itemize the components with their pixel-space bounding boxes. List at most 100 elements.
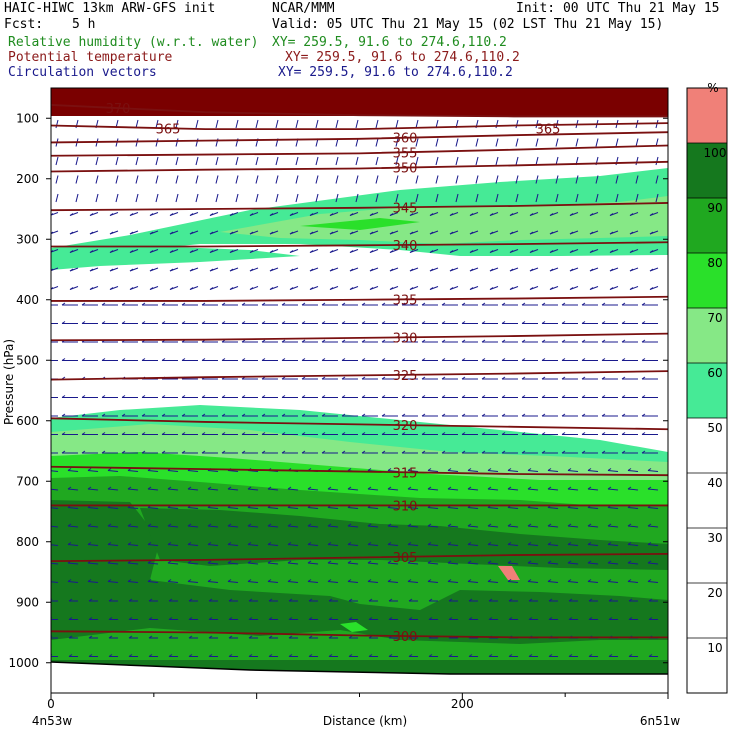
- wind-vector: [195, 193, 199, 203]
- wind-vector-head: [168, 598, 173, 602]
- wind-vector: [475, 156, 479, 166]
- wind-vector: [427, 488, 439, 491]
- field-theta-name: Potential temperature: [8, 50, 173, 65]
- wind-vector-head: [69, 268, 74, 272]
- wind-vector: [427, 507, 439, 509]
- wind-vector-head: [341, 450, 346, 454]
- wind-vector-head: [209, 213, 214, 216]
- wind-vector-head: [609, 213, 614, 216]
- wind-vector-head: [408, 598, 413, 602]
- rh-upper-left: [51, 246, 300, 270]
- wind-vector-head: [87, 579, 92, 582]
- terrain-outline: [51, 661, 668, 675]
- wind-vector-head: [81, 321, 86, 324]
- wind-vector: [387, 507, 399, 509]
- wind-vector: [67, 507, 79, 509]
- wind-vector: [355, 138, 359, 147]
- wind-vector: [235, 193, 239, 203]
- wind-vector: [607, 507, 619, 509]
- wind-vector-head: [149, 231, 154, 235]
- wind-vector: [487, 581, 499, 583]
- wind-vector-head: [267, 560, 272, 564]
- wind-vector-head: [307, 486, 312, 490]
- wind-vector-head: [42, 359, 45, 361]
- wind-vector-head: [549, 268, 554, 272]
- wind-vector-head: [127, 542, 132, 545]
- wind-vector-head: [421, 321, 426, 324]
- wind-vector-head: [209, 250, 214, 253]
- org-label: NCAR/MMM: [272, 1, 335, 16]
- wind-vector-head: [129, 250, 134, 253]
- wind-vector: [307, 525, 319, 528]
- wind-vector-head: [587, 486, 592, 490]
- wind-vector-head: [249, 287, 254, 290]
- wind-vector-head: [101, 432, 106, 435]
- wind-vector: [55, 119, 59, 129]
- wind-vector-head: [87, 523, 92, 527]
- wind-vector-head: [381, 450, 386, 454]
- wind-vector-head: [407, 542, 412, 545]
- wind-vector-head: [261, 321, 266, 324]
- wind-vector: [387, 488, 399, 491]
- field-vector-xy: XY= 259.5, 91.6 to 274.6,110.2: [278, 65, 513, 80]
- wind-vector: [207, 525, 219, 528]
- wind-vector-head: [247, 542, 252, 545]
- wind-vector-head: [507, 579, 512, 582]
- wind-vector-head: [529, 213, 534, 216]
- wind-vector-head: [587, 468, 592, 471]
- x-tick-label: 200: [451, 697, 474, 711]
- wind-vector: [567, 488, 579, 491]
- wind-vector-head: [581, 358, 586, 361]
- wind-vector: [395, 156, 399, 166]
- wind-vector: [295, 193, 299, 203]
- wind-vector-head: [648, 617, 653, 620]
- wind-vector-head: [69, 231, 74, 235]
- wind-vector: [147, 581, 159, 583]
- wind-vector-head: [349, 268, 354, 272]
- wind-vector-head: [309, 287, 314, 290]
- wind-vector-head: [567, 523, 572, 527]
- wind-vector-head: [627, 486, 632, 490]
- wind-vector: [367, 562, 379, 565]
- wind-vector: [607, 470, 619, 472]
- wind-vector: [347, 581, 359, 583]
- wind-vector-head: [449, 213, 454, 216]
- wind-vector-head: [469, 231, 474, 235]
- wind-vector-head: [241, 339, 246, 343]
- wind-vector: [187, 470, 199, 472]
- y-tick-label: 300: [16, 232, 39, 246]
- wind-vector-head: [608, 654, 613, 657]
- wind-vector-head: [107, 523, 112, 527]
- wind-vector: [615, 175, 619, 184]
- wind-vector: [235, 175, 239, 184]
- wind-vector: [487, 470, 499, 472]
- wind-vector-head: [541, 413, 546, 417]
- wind-vector-head: [488, 598, 493, 602]
- wind-vector-head: [561, 450, 566, 454]
- wind-vector-head: [429, 287, 434, 290]
- wind-vector-head: [588, 654, 593, 657]
- wind-vector-head: [321, 432, 326, 435]
- wind-vector-head: [227, 486, 232, 490]
- wind-vector-head: [547, 560, 552, 564]
- wind-vector-head: [261, 395, 266, 398]
- wind-vector-head: [581, 413, 586, 417]
- wind-vector: [555, 138, 559, 147]
- wind-vector-head: [301, 413, 306, 417]
- wind-vector-head: [647, 486, 652, 490]
- wind-vector-head: [201, 358, 206, 361]
- wind-vector-head: [128, 598, 133, 602]
- wind-vector-head: [161, 302, 166, 306]
- wind-vector-head: [641, 376, 646, 380]
- y-axis: 100 200 300 400 500 600 700 800 900 1000: [8, 111, 668, 670]
- theta-contour-line: [51, 144, 668, 157]
- wind-vector: [255, 193, 259, 203]
- wind-vector-head: [527, 560, 532, 564]
- wind-vector-head: [201, 302, 206, 306]
- wind-vector-head: [42, 451, 45, 453]
- wind-vector: [147, 562, 159, 565]
- wind-vector-head: [427, 579, 432, 582]
- wind-vector-head: [201, 395, 206, 398]
- y-tick-label: 800: [16, 535, 39, 549]
- wind-vector-head: [109, 268, 114, 272]
